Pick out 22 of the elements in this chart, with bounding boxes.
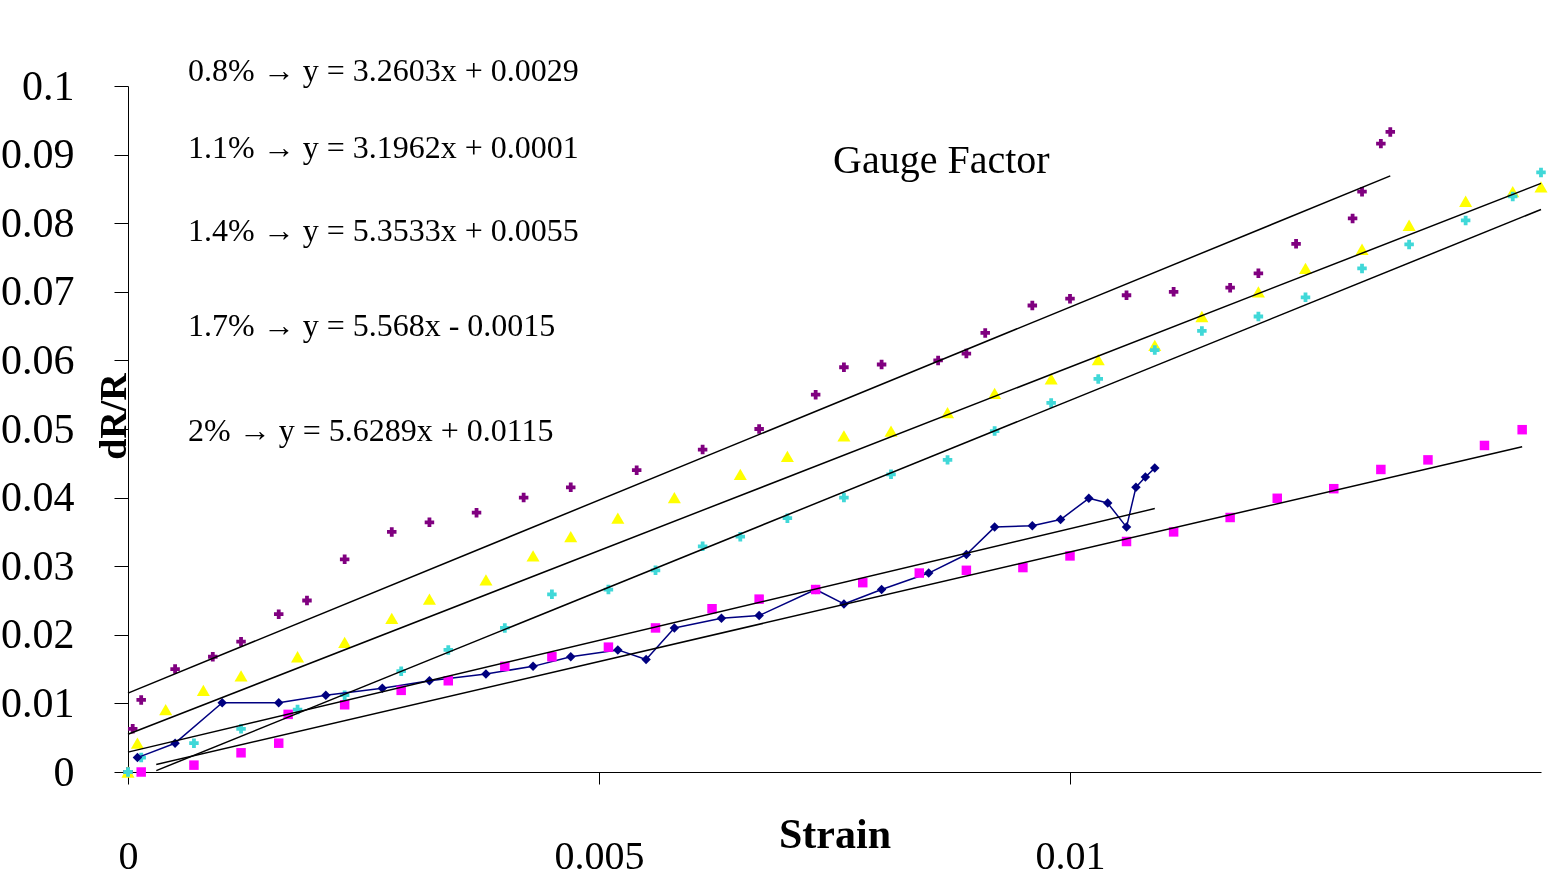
annotation: 1.4% → y = 5.3533x + 0.0055: [188, 212, 579, 248]
x-axis-title: Strain: [778, 810, 892, 857]
y-tick-label: 0.02: [1, 611, 75, 658]
y-tick-label: 0.06: [1, 336, 75, 383]
x-tick-label: 0.005: [554, 832, 645, 878]
y-tick-label: 0.04: [1, 474, 75, 521]
y-tick-label: 0.1: [22, 62, 75, 109]
y-tick-label: 0.07: [1, 268, 75, 315]
annotation: 1.1% → y = 3.1962x + 0.0001: [188, 129, 579, 165]
y-tick-label: 0.03: [1, 542, 75, 589]
y-tick-label: 0.05: [1, 405, 75, 452]
x-tick-label: 0.01: [1035, 832, 1106, 878]
y-tick-label: 0.01: [1, 679, 75, 726]
y-tick-label: 0.08: [1, 199, 75, 246]
y-axis-title: dR/R: [91, 372, 134, 460]
annotation: 0.8% → y = 3.2603x + 0.0029: [188, 52, 579, 88]
text: Gauge Factor: [833, 137, 1050, 182]
annotation: 2% → y = 5.6289x + 0.0115: [188, 412, 554, 448]
x-tick-label: 0: [118, 832, 139, 878]
annotation: 1.7% → y = 5.568x - 0.0015: [188, 307, 556, 343]
y-tick-label: 0.09: [1, 131, 75, 178]
y-tick-label: 0: [53, 748, 75, 795]
